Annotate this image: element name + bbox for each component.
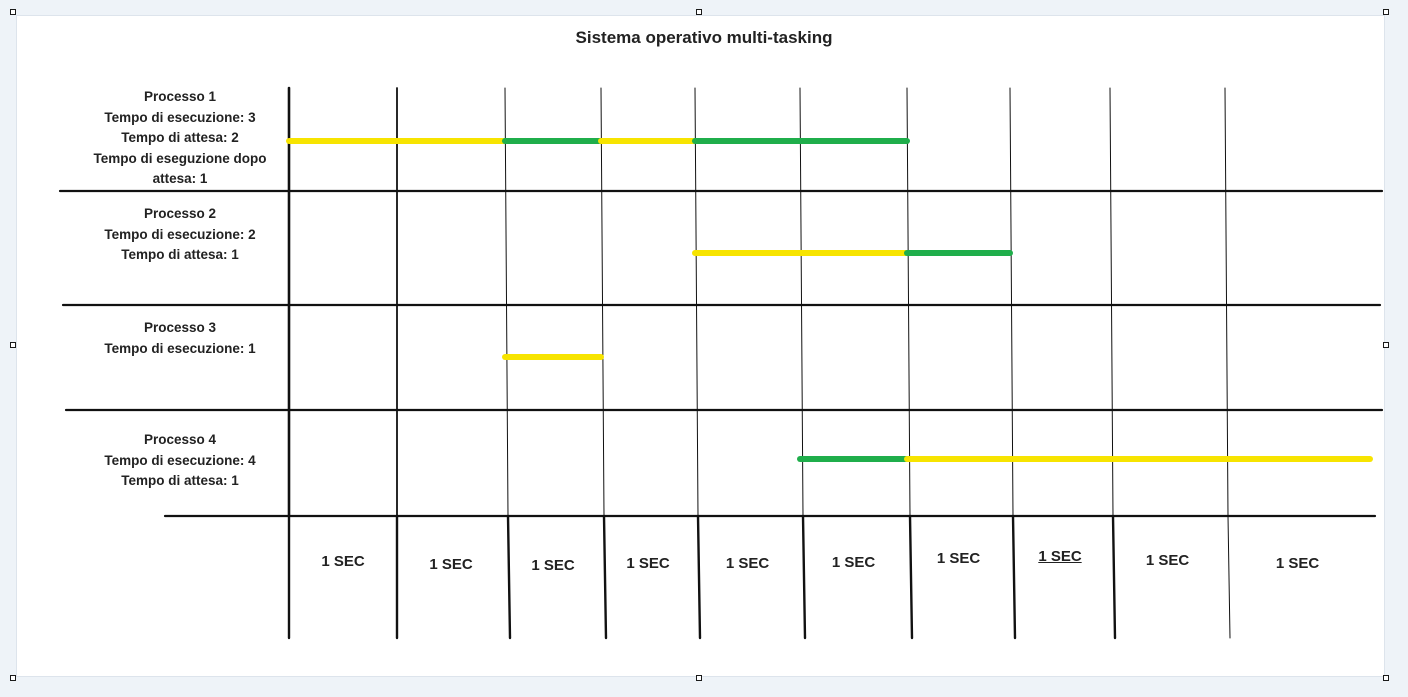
- process-detail: Tempo di esecuzione: 2: [104, 226, 256, 242]
- diagram-title: Sistema operativo multi-tasking: [575, 28, 833, 47]
- time-slot-divider: [1227, 515, 1231, 639]
- drawing-canvas: [16, 15, 1385, 677]
- resize-handle-bottom-left[interactable]: [10, 675, 16, 681]
- time-slot-label: 1 SEC: [531, 557, 575, 574]
- time-slot-label: 1 SEC: [321, 553, 365, 570]
- process-1-label: Processo 1 Tempo di esecuzione: 3 Tempo di…: [62, 87, 298, 190]
- process-detail: Tempo di attesa: 2: [121, 130, 239, 145]
- time-slot-label: 1 SEC: [831, 554, 876, 571]
- time-slot-divider: [908, 514, 914, 640]
- process-detail: Tempo di esecuzione: 4: [104, 452, 256, 468]
- process-3-label: Processo 3 Tempo di esecuzione: 1: [62, 318, 298, 359]
- resize-handle-middle-right[interactable]: [1383, 342, 1389, 348]
- time-slot-label: 1 SEC: [626, 555, 670, 572]
- time-slot-label: 1 SEC: [936, 550, 981, 567]
- process-name: Processo 1: [143, 89, 217, 104]
- process-detail: Tempo di attesa: 1: [121, 247, 239, 262]
- time-slot-divider: [696, 514, 702, 640]
- time-column-line: [799, 87, 804, 517]
- time-slot-divider: [801, 514, 807, 640]
- process-2-label: Processo 2 Tempo di esecuzione: 2 Tempo di…: [62, 204, 298, 266]
- time-slot-divider: [602, 514, 608, 640]
- process-detail: attesa: 1: [152, 171, 208, 186]
- resize-handle-bottom-right[interactable]: [1383, 675, 1389, 681]
- process-name: Processo 4: [143, 432, 217, 447]
- process-detail: Tempo di esecuzione: 1: [104, 340, 256, 356]
- time-slot-label: 1 SEC: [1275, 555, 1320, 572]
- resize-handle-bottom-middle[interactable]: [696, 675, 702, 681]
- time-slot-label: 1 SEC: [1145, 552, 1190, 569]
- time-slot-label: 1 SEC: [725, 555, 770, 572]
- time-column-line: [1109, 87, 1114, 517]
- process-name: Processo 2: [143, 206, 217, 221]
- time-column-line: [504, 87, 509, 517]
- time-column-line: [694, 87, 699, 517]
- process-name: Processo 3: [143, 320, 217, 335]
- time-column-line: [1009, 87, 1014, 517]
- resize-handle-middle-left[interactable]: [10, 342, 16, 348]
- time-slot-label: 1 SEC: [1038, 548, 1082, 565]
- resize-handle-top-right[interactable]: [1383, 9, 1389, 15]
- time-slot-divider: [506, 514, 512, 640]
- time-slot-label: 1 SEC: [429, 556, 473, 573]
- process-detail: Tempo di eseguzione dopo: [93, 150, 267, 166]
- resize-handle-top-middle[interactable]: [696, 9, 702, 15]
- process-detail: Tempo di attesa: 1: [121, 473, 239, 488]
- process-detail: Tempo di esecuzione: 3: [104, 109, 256, 125]
- resize-handle-top-left[interactable]: [10, 9, 16, 15]
- process-4-label: Processo 4 Tempo di esecuzione: 4 Tempo di…: [62, 430, 298, 492]
- time-column-line: [906, 87, 911, 517]
- time-slot-divider: [1011, 514, 1017, 640]
- time-slot-divider: [1111, 514, 1117, 640]
- time-column-line: [1224, 87, 1229, 517]
- time-column-line: [600, 87, 605, 517]
